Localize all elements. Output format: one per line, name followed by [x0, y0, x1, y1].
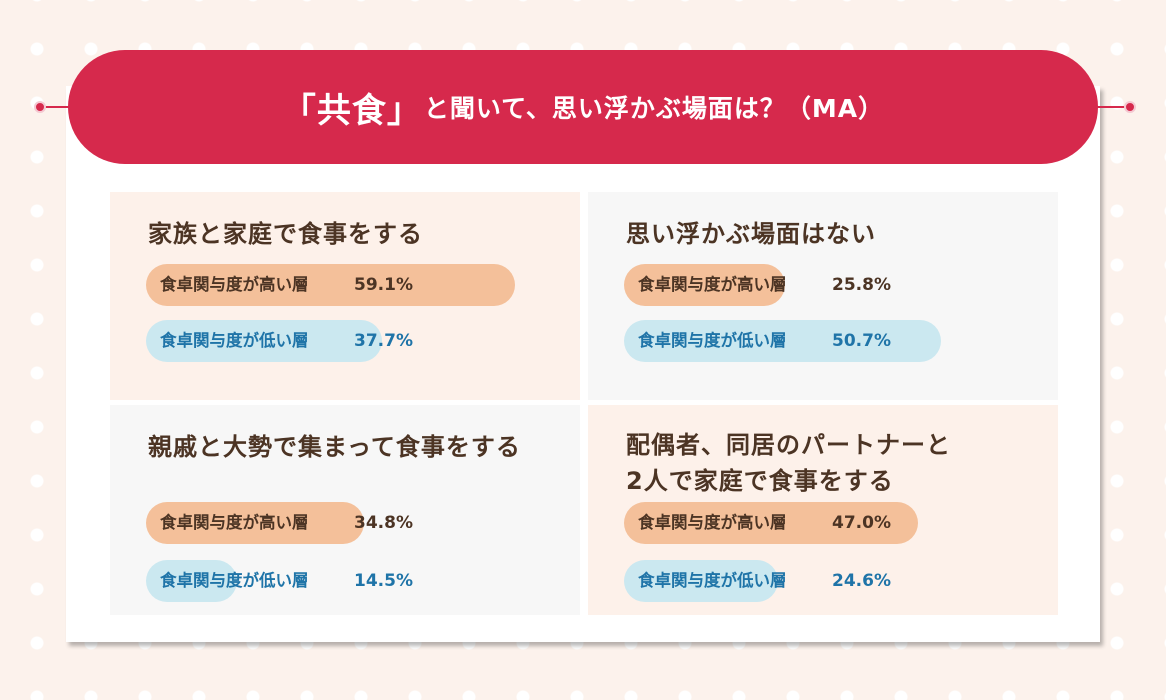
panel-title: 家族と家庭で食事をする	[148, 220, 423, 248]
bar-high	[146, 264, 516, 306]
title-pin-dot-left	[34, 101, 46, 113]
panel-title: 思い浮かぶ場面はない	[626, 220, 876, 248]
bar-row-low: 食卓関与度が低い層 37.7%	[146, 320, 566, 362]
bar-row-high: 食卓関与度が高い層 47.0%	[624, 502, 1044, 544]
bar-value-label: 14.5%	[354, 571, 413, 591]
bar-row-high: 食卓関与度が高い層 59.1%	[146, 264, 566, 306]
bar-row-high: 食卓関与度が高い層 25.8%	[624, 264, 1044, 306]
bar-value-label: 34.8%	[354, 513, 413, 533]
bar-row-high: 食卓関与度が高い層 34.8%	[146, 502, 566, 544]
panel-title: 配偶者、同居のパートナーと 2人で家庭で食事をする	[626, 431, 951, 495]
chart-title-rest: と聞いて、思い浮かぶ場面は？（MA）	[423, 94, 885, 123]
bar-low	[624, 320, 941, 362]
bar-series-label: 食卓関与度が高い層	[160, 513, 309, 532]
bar-value-label: 47.0%	[832, 513, 891, 533]
bar-high	[624, 502, 918, 544]
title-pin-line-right	[1094, 106, 1128, 108]
bar-value-label: 50.7%	[832, 331, 891, 351]
title-pin-line-left	[40, 106, 72, 108]
chart-title-banner: 「共食」 と聞いて、思い浮かぶ場面は？（MA）	[68, 50, 1098, 164]
bar-row-low: 食卓関与度が低い層 24.6%	[624, 560, 1044, 602]
bar-value-label: 37.7%	[354, 331, 413, 351]
bar-series-label: 食卓関与度が低い層	[160, 331, 309, 350]
panel-title: 親戚と大勢で集まって食事をする	[148, 433, 521, 461]
bar-low	[146, 560, 237, 602]
chart-title-main: 「共食」	[281, 90, 422, 131]
bar-value-label: 25.8%	[832, 275, 891, 295]
bar-series-label: 食卓関与度が低い層	[160, 571, 309, 590]
bar-high	[146, 502, 364, 544]
bar-value-label: 24.6%	[832, 571, 891, 591]
bar-row-low: 食卓関与度が低い層 14.5%	[146, 560, 566, 602]
bar-low	[146, 320, 382, 362]
bar-high	[624, 264, 786, 306]
panel-family-home: 家族と家庭で食事をする 食卓関与度が高い層 59.1% 食卓関与度が低い層 37.7%	[110, 192, 580, 400]
title-pin-dot-right	[1124, 101, 1136, 113]
bar-low	[624, 560, 778, 602]
bar-series-label: 食卓関与度が高い層	[638, 513, 787, 532]
bar-row-low: 食卓関与度が低い層 50.7%	[624, 320, 1044, 362]
bar-series-label: 食卓関与度が高い層	[160, 275, 309, 294]
panel-relatives-gathering: 親戚と大勢で集まって食事をする 食卓関与度が高い層 34.8% 食卓関与度が低い層 1…	[110, 405, 580, 615]
panel-spouse-partner: 配偶者、同居のパートナーと 2人で家庭で食事をする 食卓関与度が高い層 47.0% 食…	[588, 405, 1058, 615]
bar-series-label: 食卓関与度が高い層	[638, 275, 787, 294]
bar-series-label: 食卓関与度が低い層	[638, 571, 787, 590]
bar-series-label: 食卓関与度が低い層	[638, 331, 787, 350]
bar-value-label: 59.1%	[354, 275, 413, 295]
panel-no-scene: 思い浮かぶ場面はない 食卓関与度が高い層 25.8% 食卓関与度が低い層 50.7%	[588, 192, 1058, 400]
